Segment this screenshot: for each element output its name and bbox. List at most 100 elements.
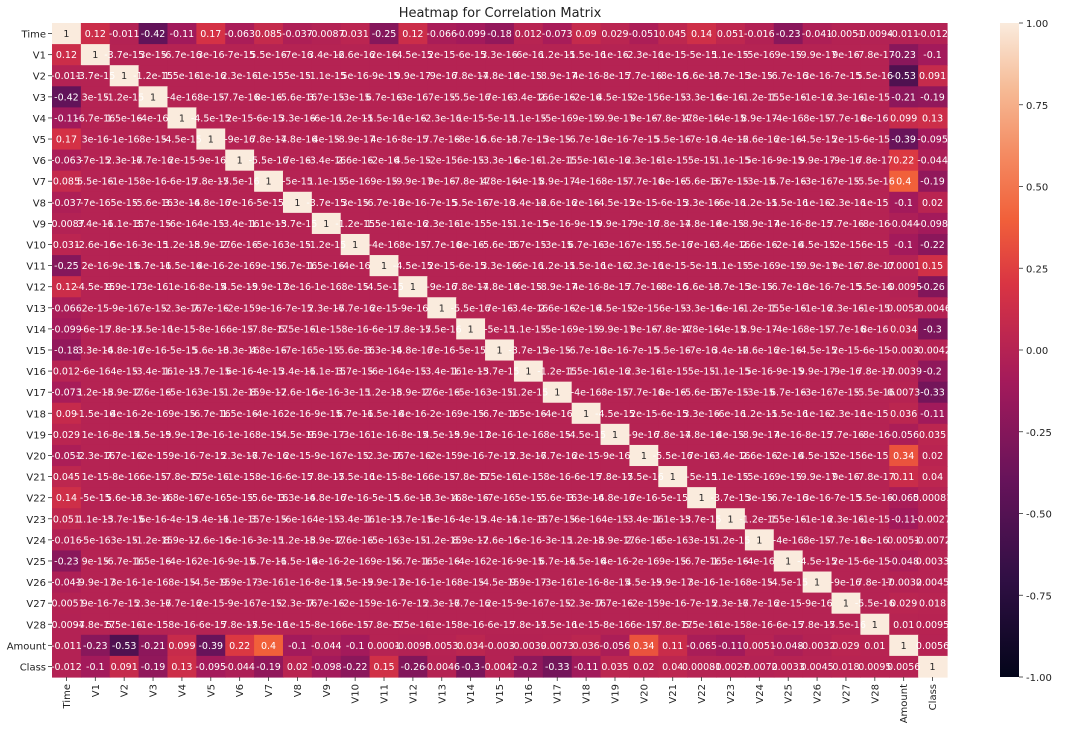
- heatmap-cell-V17-Time: [52, 381, 82, 404]
- heatmap-cell-V1-V12: [398, 44, 428, 66]
- cell-annotation: 3e-16: [399, 198, 426, 209]
- cell-annotation: 3e-16: [110, 578, 137, 589]
- cell-annotation: 1: [901, 641, 907, 652]
- heatmap-cell-V5-V10: [340, 128, 371, 151]
- heatmap-cell-V19-Class: [918, 423, 948, 446]
- y-tick-label: V24: [26, 536, 46, 547]
- heatmap-cell-V13-V16: [513, 297, 544, 319]
- heatmap-cell-V10-V16: [513, 233, 544, 256]
- cell-annotation: -8.9e-17: [739, 430, 779, 441]
- cell-annotation: 0.085: [53, 177, 80, 188]
- cell-annotation: -9e-16: [802, 599, 833, 610]
- cell-annotation: -0.25: [54, 261, 79, 272]
- heatmap-cell-V13-V7: [254, 297, 284, 319]
- heatmap-cell-V10-V26: [802, 233, 833, 256]
- cell-annotation: -4.8e-16: [104, 346, 144, 357]
- cell-annotation: -7.8e-17: [855, 50, 895, 61]
- cell-annotation: 8e-16: [139, 177, 166, 188]
- heatmap-cell-V7-V11: [369, 170, 400, 193]
- cell-annotation: -1e-15: [253, 71, 284, 82]
- heatmap-cell-V5-Amount: [889, 128, 919, 151]
- cell-annotation: -1e-15: [311, 324, 342, 335]
- cell-annotation: -6.7e-16: [566, 346, 606, 357]
- heatmap-cell-V16-V12: [398, 360, 428, 383]
- heatmap-cell-V14-V13: [427, 318, 457, 341]
- cell-annotation: -7.7e-16: [826, 535, 866, 546]
- heatmap-cell-V14-V19: [600, 318, 631, 341]
- heatmap-cell-V7-V12: [398, 170, 428, 193]
- cell-annotation: 1e-16: [370, 430, 397, 441]
- heatmap-cell-V15-V26: [802, 339, 833, 362]
- cell-annotation: 0.018: [832, 662, 859, 673]
- heatmap-cell-V3-V24: [744, 86, 775, 108]
- cell-annotation: -2e-16: [340, 556, 371, 567]
- heatmap-cell-V17-V7: [254, 381, 284, 404]
- cell-annotation: -4.5e-15: [595, 409, 635, 420]
- cell-annotation: -4.5e-15: [797, 346, 837, 357]
- heatmap-cell-V18-Time: [52, 402, 82, 425]
- heatmap-cell-V7-V21: [658, 170, 688, 193]
- cell-annotation: 0.12: [56, 282, 77, 293]
- heatmap-cell-V18-V27: [831, 402, 861, 425]
- heatmap-cell-V9-V25: [773, 212, 804, 235]
- cell-annotation: -2.3e-16: [826, 198, 866, 209]
- heatmap-cell-V9-V23: [716, 212, 746, 235]
- cell-annotation: 4e-16: [110, 409, 137, 420]
- cell-annotation: -3e-16: [802, 177, 833, 188]
- heatmap-cell-Time-V10: [340, 23, 371, 45]
- heatmap-cell-V11-V1: [80, 255, 111, 277]
- heatmap-cell-V11-V17: [542, 255, 573, 277]
- heatmap-cell-V9-V27: [831, 212, 861, 235]
- y-tick-label: V20: [26, 451, 46, 462]
- heatmap-cell-Time-V22: [687, 23, 717, 45]
- heatmap-cell-V2-V2: [109, 65, 140, 87]
- heatmap-cell-V18-V18: [571, 402, 602, 425]
- cell-annotation: 2e-15: [832, 346, 859, 357]
- heatmap-cell-V4-V18: [571, 107, 602, 130]
- heatmap-cell-V17-V17: [542, 381, 573, 404]
- cell-annotation: -4e-16: [455, 556, 486, 567]
- cell-annotation: 1: [468, 324, 474, 335]
- x-tick-label: V1: [91, 684, 102, 697]
- cell-annotation: -5e-16: [369, 535, 400, 546]
- cell-annotation: -4.5e-15: [191, 113, 231, 124]
- heatmap-cell-V13-V20: [629, 297, 659, 319]
- heatmap-cell-Time-V6: [225, 23, 255, 45]
- cell-annotation: -3.3e-16: [682, 92, 722, 103]
- x-tick-label: V11: [380, 684, 391, 704]
- heatmap-cell-V12-V22: [687, 276, 717, 298]
- heatmap-cell-V3-V1: [80, 86, 111, 108]
- cell-annotation: -9e-16: [311, 451, 342, 462]
- cell-annotation: -1e-16: [138, 578, 169, 589]
- heatmap-cell-V13-V1: [80, 297, 111, 319]
- cell-annotation: 1: [496, 346, 502, 357]
- cell-annotation: 1: [554, 388, 560, 399]
- heatmap-cell-V2-V10: [340, 65, 371, 87]
- y-tick-label: V10: [26, 241, 46, 252]
- heatmap-cell-V3-V28: [860, 86, 890, 108]
- heatmap-cell-V14-V7: [254, 318, 284, 341]
- cell-annotation: 0.17: [200, 29, 221, 40]
- heatmap-cell-V10-V4: [167, 233, 197, 256]
- heatmap-cell-V18-V15: [485, 402, 515, 425]
- cell-annotation: -4.5e-15: [566, 430, 606, 441]
- heatmap-cell-V9-V13: [427, 212, 457, 235]
- cell-annotation: -3.7e-15: [104, 50, 144, 61]
- heatmap-cell-V1-Amount: [889, 44, 919, 66]
- heatmap-cell-V13-V24: [744, 297, 775, 319]
- heatmap-cell-V15-V12: [398, 339, 428, 362]
- heatmap-cell-V13-V19: [600, 297, 631, 319]
- cell-annotation: 0.085: [255, 29, 282, 40]
- heatmap-cell-V4-V11: [369, 107, 400, 130]
- cell-annotation: -7.7e-16: [335, 303, 375, 314]
- heatmap-cell-V1-V17: [542, 44, 573, 66]
- cell-annotation: -5e-15: [657, 493, 688, 504]
- heatmap-cell-V5-Class: [918, 128, 948, 151]
- heatmap-cell-V6-V6: [225, 149, 255, 172]
- cell-annotation: -7.7e-16: [826, 324, 866, 335]
- cell-annotation: -1e-15: [138, 620, 169, 631]
- cell-annotation: -2e-16: [224, 261, 255, 272]
- heatmap-cell-V6-V20: [629, 149, 659, 172]
- heatmap-cell-V1-V8: [282, 44, 313, 66]
- cell-annotation: -4.5e-15: [364, 282, 404, 293]
